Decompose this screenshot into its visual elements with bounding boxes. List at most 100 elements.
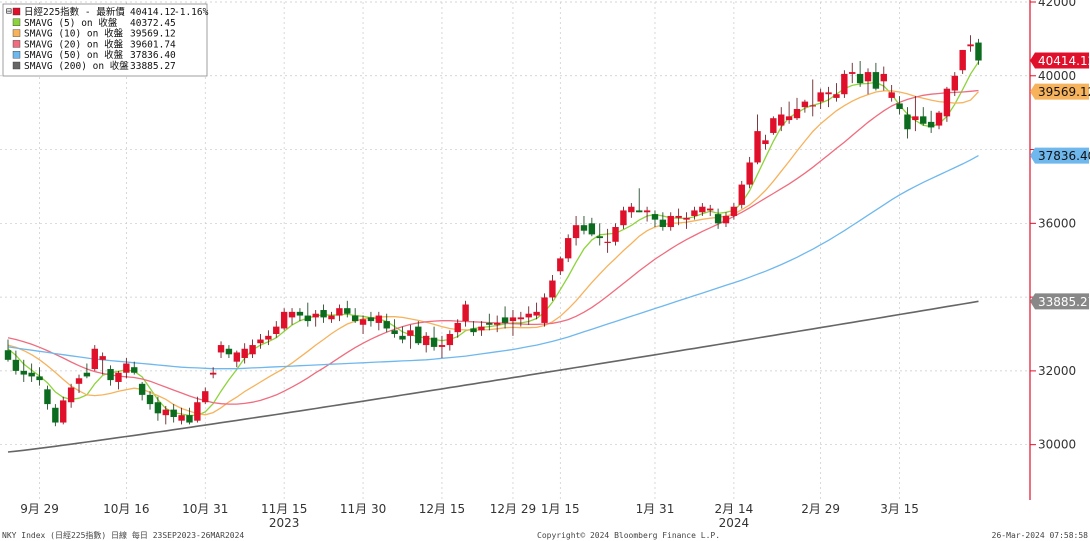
candle-body	[659, 219, 667, 228]
candle-body	[935, 112, 943, 126]
candle-body	[138, 383, 146, 395]
candle-body	[438, 345, 446, 347]
candle-body	[572, 225, 580, 239]
candle-body	[462, 304, 469, 322]
candle-body	[12, 359, 20, 371]
candle-body	[367, 317, 375, 322]
candle-body	[746, 162, 753, 185]
candle-body	[115, 372, 122, 382]
candle-body	[738, 184, 745, 205]
candle-body	[233, 352, 241, 362]
ma-line-10	[7, 90, 979, 416]
legend-swatch	[12, 61, 21, 70]
x-year-label: 2024	[719, 516, 750, 530]
candle-body	[265, 335, 272, 340]
legend-entry-value: 37836.40	[130, 50, 176, 61]
x-tick-label: 3月 15	[880, 502, 919, 516]
value-tag-label: 40414.12	[1038, 54, 1090, 68]
candle-body	[296, 311, 304, 316]
candle-body	[596, 236, 603, 239]
candlesticks	[4, 35, 982, 427]
candle-body	[549, 280, 556, 298]
legend-collapse-icon: ⊟	[6, 6, 12, 17]
x-tick-label: 2月 14	[715, 502, 754, 516]
candle-body	[541, 297, 548, 323]
legend-entry-value: 39569.12	[130, 29, 176, 40]
candle-body	[943, 88, 951, 117]
candle-body	[904, 114, 911, 130]
y-tick-label: 32000	[1038, 364, 1076, 378]
candle-body	[217, 345, 225, 353]
footer-right: 26-Mar-2024 07:58:58	[992, 531, 1089, 540]
candle-body	[257, 339, 264, 344]
x-tick-label: 12月 15	[419, 502, 465, 516]
candle-body	[186, 415, 193, 423]
legend-entry-name: 日經225指數 - 最新價	[24, 6, 125, 18]
candle-body	[849, 72, 856, 74]
candle-body	[604, 241, 611, 243]
candle-body	[407, 330, 414, 336]
legend-entry-name: SMAVG (5) on 收盤	[24, 17, 118, 29]
y-tick-label: 40000	[1038, 69, 1076, 83]
candle-body	[399, 335, 406, 340]
candle-body	[580, 225, 588, 231]
footer: NKY Index (日經225指數) 日線 每日 23SEP2023-26MA…	[2, 530, 1088, 540]
candle-body	[841, 73, 848, 95]
candle-body	[501, 317, 509, 323]
legend-entry-name: SMAVG (20) on 收盤	[24, 38, 124, 50]
candle-body	[817, 92, 824, 102]
grid	[0, 1, 1030, 500]
candle-body	[809, 105, 816, 107]
candle-body	[675, 215, 682, 218]
candle-body	[683, 217, 690, 220]
candle-body	[525, 313, 532, 318]
candle-body	[691, 210, 698, 216]
x-tick-label: 9月 29	[20, 502, 59, 516]
candle-body	[328, 315, 335, 320]
legend-entry-name: SMAVG (10) on 收盤	[24, 28, 124, 40]
candle-body	[131, 367, 138, 373]
candle-body	[975, 42, 982, 61]
x-tick-label: 11月 15	[261, 502, 307, 516]
x-tick-label: 2月 29	[801, 502, 840, 516]
candle-body	[273, 326, 280, 334]
candle-body	[833, 94, 840, 98]
candle-body	[959, 49, 966, 71]
candle-body	[912, 116, 919, 121]
candle-body	[612, 227, 619, 242]
candle-body	[793, 108, 801, 119]
candle-body	[123, 363, 130, 373]
candle-body	[446, 334, 454, 346]
candle-body	[422, 335, 430, 346]
candle-body	[888, 92, 895, 98]
candle-body	[4, 350, 12, 360]
value-tag-label: 37836.40	[1038, 149, 1090, 163]
candle-body	[770, 118, 777, 133]
candle-body	[383, 321, 390, 329]
candle-body	[856, 73, 864, 84]
footer-center: Copyright© 2024 Bloomberg Finance L.P.	[537, 531, 720, 540]
candle-body	[825, 92, 832, 95]
candle-body	[454, 322, 461, 333]
legend-swatch	[12, 40, 21, 48]
value-tags: 40414.12 39569.12 37836.40 33885.27	[1030, 52, 1090, 310]
candle-body	[249, 345, 256, 355]
legend-swatch	[12, 29, 21, 37]
candle-body	[801, 101, 809, 108]
candle-body	[280, 311, 288, 329]
candle-body	[52, 407, 59, 423]
candle-body	[99, 356, 106, 360]
legend-entries: 日經225指數 - 最新價 40414.12-1.16% SMAVG (5) on …	[6, 6, 209, 72]
candle-body	[927, 121, 935, 128]
candle-body	[588, 223, 596, 235]
candle-body	[202, 391, 209, 403]
candle-body	[564, 238, 572, 259]
legend-entry-change: -1.16%	[174, 7, 209, 18]
legend-entry-value: 33885.27	[130, 61, 176, 72]
x-axis-ticks: 9月 29 10月 16 10月 31 11月 15 11月 30 12月 15 12月 2…	[20, 502, 919, 530]
candle-body	[320, 310, 327, 318]
candle-body	[44, 389, 51, 405]
candle-body	[83, 372, 91, 377]
candle-body	[517, 317, 525, 320]
x-tick-label: 1月 15	[541, 502, 580, 516]
